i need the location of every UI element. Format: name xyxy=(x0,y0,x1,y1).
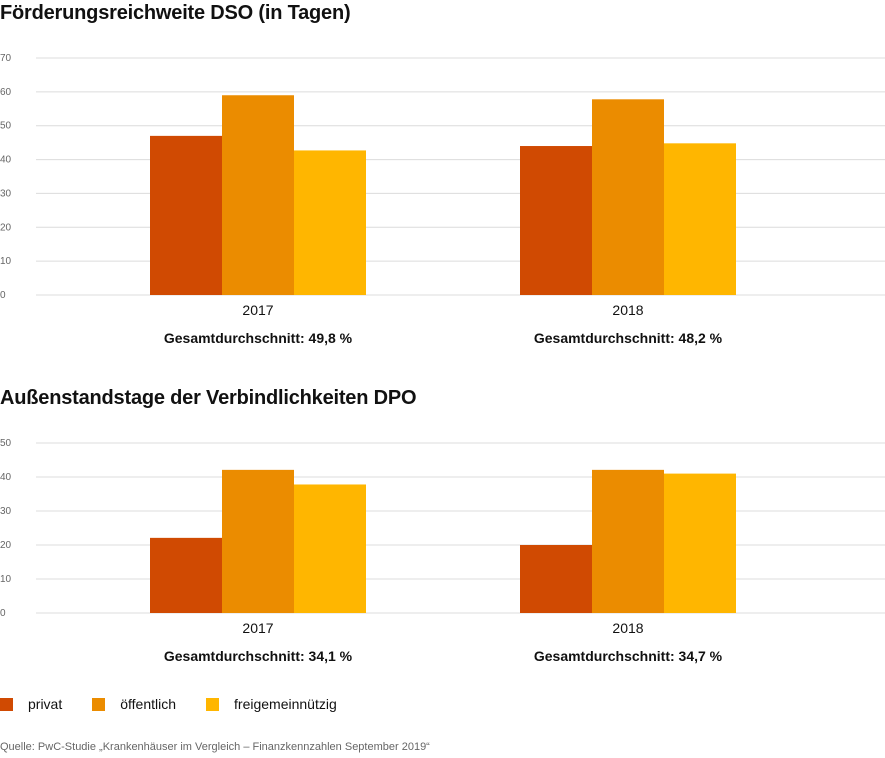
bar-privat-2018 xyxy=(520,545,592,613)
legend-item-freigemeinnuetzig: freigemeinnützig xyxy=(206,696,337,712)
y-tick-label: 40 xyxy=(0,472,12,483)
y-tick-label: 20 xyxy=(0,222,12,233)
bar-privat-2018 xyxy=(520,146,592,295)
chart-title-dpo: Außenstandstage der Verbindlichkeiten DP… xyxy=(0,387,417,409)
source-note: Quelle: PwC-Studie „Krankenhäuser im Ver… xyxy=(0,741,430,753)
chart-dso: 0 10 20 30 40 50 60 70 2017 Gesamtdurchschnitt: 4… xyxy=(0,53,885,346)
bar-oeffentlich-2018 xyxy=(592,469,664,613)
y-tick-label: 0 xyxy=(0,290,6,301)
bar-freigemeinnuetzig-2018 xyxy=(664,473,736,613)
x-category-label: 2018 xyxy=(612,302,643,318)
y-tick-label: 0 xyxy=(0,608,6,619)
y-tick-label: 30 xyxy=(0,188,12,199)
y-tick-label: 60 xyxy=(0,87,12,98)
legend-swatch-freigemeinnuetzig xyxy=(206,697,220,711)
bar-oeffentlich-2017 xyxy=(222,469,294,613)
legend: privat öffentlich freigemeinnützig xyxy=(0,696,367,712)
bar-oeffentlich-2017 xyxy=(222,95,294,295)
y-tick-label: 20 xyxy=(0,540,12,551)
x-category-label: 2017 xyxy=(242,302,273,318)
bar-privat-2017 xyxy=(150,537,222,613)
legend-swatch-privat xyxy=(0,697,13,711)
bar-freigemeinnuetzig-2017 xyxy=(294,150,366,295)
average-label: Gesamtdurchschnitt: 34,7 % xyxy=(534,648,723,664)
legend-label-freigemeinnuetzig: freigemeinnützig xyxy=(234,696,337,712)
y-tick-label: 10 xyxy=(0,256,12,267)
average-label: Gesamtdurchschnitt: 34,1 % xyxy=(164,648,353,664)
y-tick-label: 50 xyxy=(0,121,12,132)
x-category-label: 2017 xyxy=(242,620,273,636)
y-tick-label: 50 xyxy=(0,438,12,449)
x-category-label: 2018 xyxy=(612,620,643,636)
average-label: Gesamtdurchschnitt: 49,8 % xyxy=(164,330,353,346)
chart-title-dso: Förderungsreichweite DSO (in Tagen) xyxy=(0,2,351,24)
bar-freigemeinnuetzig-2017 xyxy=(294,484,366,613)
bar-privat-2017 xyxy=(150,135,222,295)
chart-dpo: 0 10 20 30 40 50 2017 Gesamtdurchschnitt: 34,1 … xyxy=(0,438,885,664)
y-tick-label: 10 xyxy=(0,574,12,585)
legend-swatch-oeffentlich xyxy=(92,697,106,711)
legend-label-oeffentlich: öffentlich xyxy=(120,696,177,712)
bar-freigemeinnuetzig-2018 xyxy=(664,143,736,295)
y-tick-label: 30 xyxy=(0,506,12,517)
y-tick-label: 70 xyxy=(0,53,12,64)
bar-oeffentlich-2018 xyxy=(592,99,664,295)
y-tick-label: 40 xyxy=(0,155,12,166)
average-label: Gesamtdurchschnitt: 48,2 % xyxy=(534,330,723,346)
legend-item-oeffentlich: öffentlich xyxy=(92,696,176,712)
legend-item-privat: privat xyxy=(0,696,62,712)
legend-label-privat: privat xyxy=(28,696,63,712)
